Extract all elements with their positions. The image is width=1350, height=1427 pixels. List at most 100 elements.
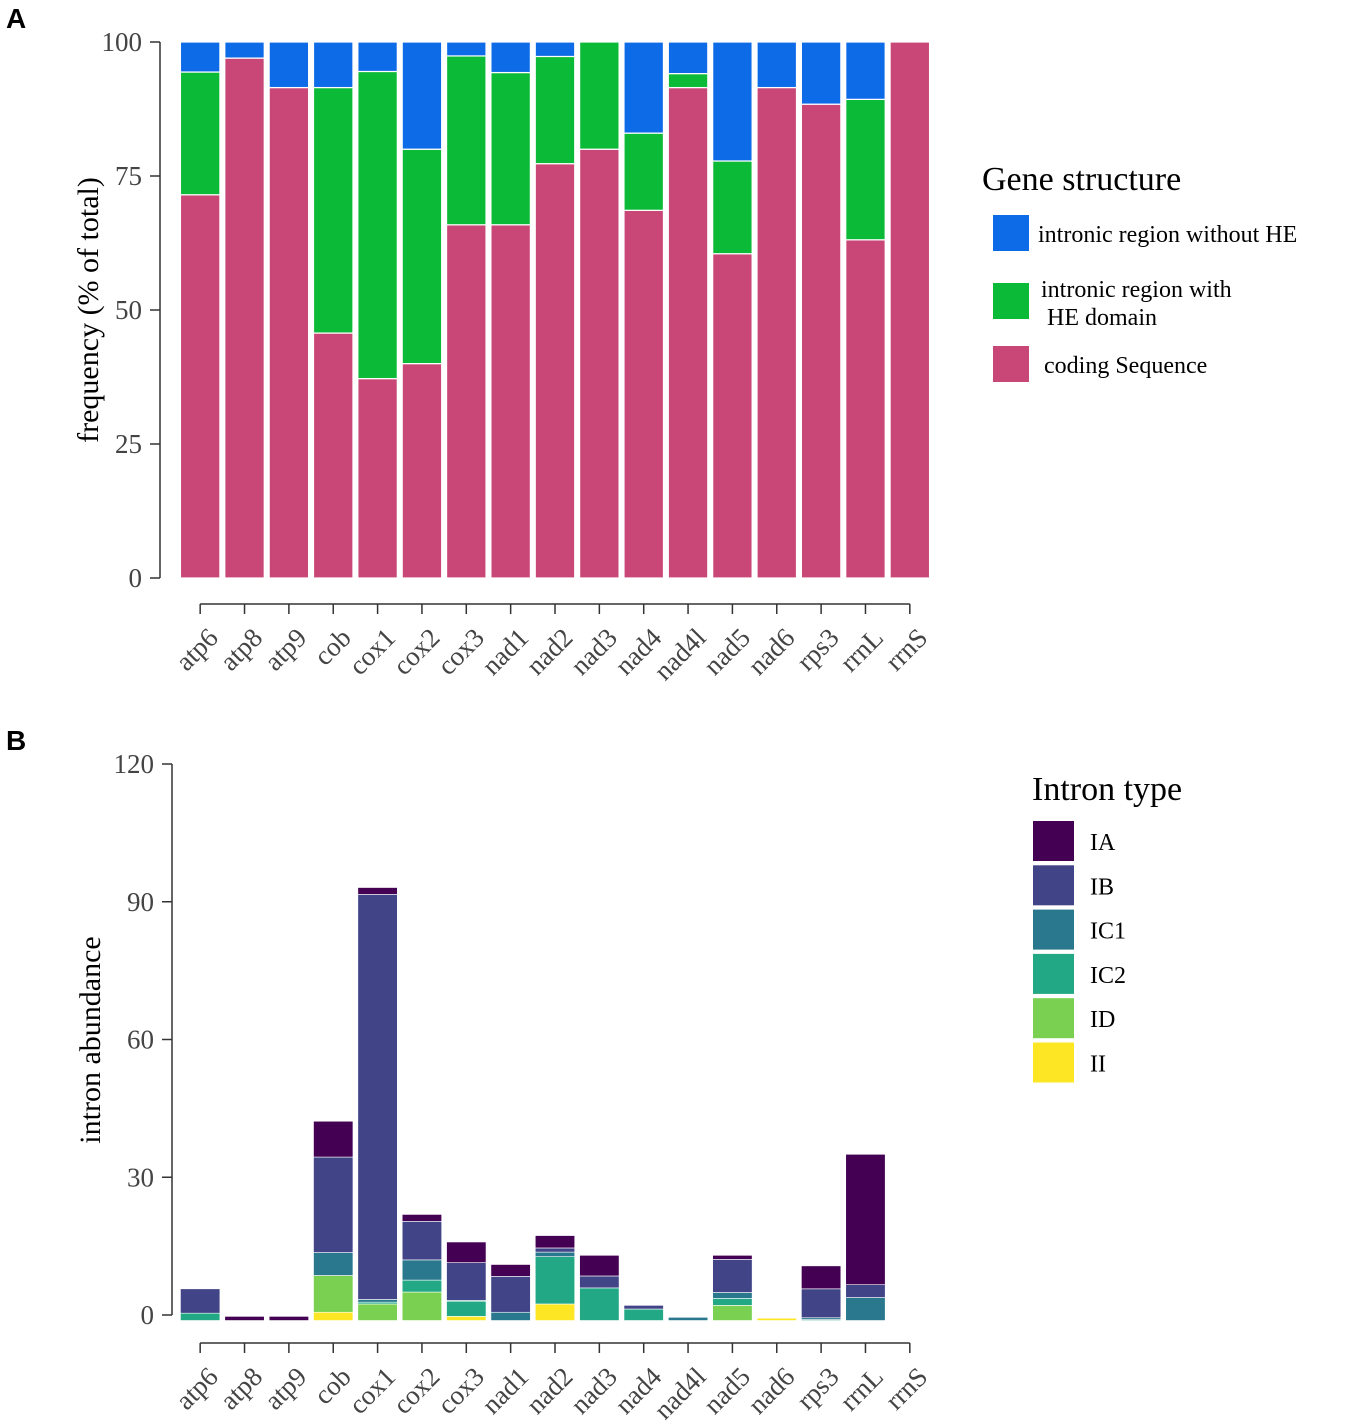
bar-b-rps3-ia [801,1265,842,1290]
bar-a-rps3-coding-sequence [800,103,842,579]
bar-a-nad5-intronic-region-without-he [712,41,753,162]
x-tick-label-nad2: nad2 [520,622,578,680]
y-tick-label: 0 [129,563,143,593]
legend-a-label-2: coding Sequence [1044,353,1207,379]
x-tick-label-atp6: atp6 [170,622,224,676]
legend-b-swatch-ic1 [1033,909,1074,950]
bar-a-cox3-coding-sequence [445,224,487,579]
legend-b-label-ic1: IC1 [1090,919,1126,945]
x-tick-label-rps3: rps3 [791,622,845,676]
bar-b-nad3-ib [579,1275,620,1289]
bar-b-atp8-ia [224,1316,265,1321]
x-tick-label-nad3: nad3 [565,622,623,680]
x-tick-label-nad1: nad1 [476,622,534,680]
y-tick-label: 50 [115,295,142,325]
x-tick-label-nad6: nad6 [742,1361,800,1419]
bar-b-cox1-ia [357,887,398,895]
bar-a-nad4l-coding-sequence [667,86,709,579]
bar-a-nad2-coding-sequence [534,163,576,579]
bar-b-cox2-ib [401,1221,442,1261]
x-tick-label-rrnL: rrnL [834,1361,889,1416]
bar-b-nad5-ic1 [712,1292,753,1299]
bar-b-cox3-ic2 [446,1300,487,1317]
x-tick-label-cox3: cox3 [432,1361,490,1419]
bar-a-nad3-coding-sequence [579,148,620,579]
bar-a-rps3-intronic-region-without-he [800,41,842,105]
bar-a-atp6-coding-sequence [179,194,221,579]
bar-a-cox1-coding-sequence [357,378,398,579]
x-tick-label-atp6: atp6 [170,1361,224,1415]
panel-a-legend-title: Gene structure [982,161,1181,198]
bar-b-cob-id [313,1275,354,1313]
bar-b-cob-ia [313,1120,354,1158]
bar-b-cob-ii [313,1311,354,1321]
panel-label-a: A [6,3,26,34]
bar-a-cox2-intronic-region-with-he-domain [401,148,443,365]
bar-b-cox1-ic1 [357,1299,398,1303]
x-tick-label-nad2: nad2 [520,1361,578,1419]
bar-a-cox1-intronic-region-with-he-domain [357,70,398,380]
y-tick-label: 25 [115,429,142,459]
bar-a-cob-coding-sequence [312,332,354,579]
panel-a-x-axis: atp6atp8atp9cobcox1cox2cox3nad1nad2nad3n… [170,603,933,686]
bar-b-atp6-ib [180,1288,221,1314]
x-tick-label-rrnS: rrnS [879,622,933,676]
legend-b-swatch-ia [1033,821,1074,861]
bar-a-rrnL-coding-sequence [845,239,886,579]
bar-a-nad4l-intronic-region-with-he-domain [667,73,709,89]
x-tick-label-rrnS: rrnS [879,1361,933,1415]
bar-b-rrnL-ic1 [845,1297,886,1321]
bar-b-nad4-ib [623,1305,664,1310]
panel-b-legend-title: Intron type [1032,771,1182,808]
x-tick-label-rrnL: rrnL [834,622,889,677]
y-tick-label: 75 [115,161,142,191]
bar-a-cox3-intronic-region-with-he-domain [445,55,487,226]
bar-b-cox3-ii [446,1316,487,1321]
x-tick-label-nad5: nad5 [698,622,756,680]
bar-a-nad5-intronic-region-with-he-domain [712,160,753,255]
bar-b-cox2-ic2 [401,1279,442,1293]
bar-a-cob-intronic-region-without-he [312,41,354,89]
y-tick-label: 0 [141,1300,155,1330]
panel-a-bars [179,41,931,579]
legend-b-label-ia: IA [1090,830,1116,856]
bar-b-cox1-id [357,1303,398,1321]
bar-b-cox3-ia [446,1241,487,1263]
bar-b-nad2-ic1 [534,1251,576,1257]
panel-b-y-axis-title: intron abundance [74,936,107,1143]
bar-a-cox3-intronic-region-without-he [445,41,487,57]
bar-b-nad2-ii [534,1303,576,1321]
bar-b-cob-ib [313,1156,354,1253]
bar-b-cox2-ic1 [401,1259,442,1281]
x-tick-label-nad6: nad6 [742,622,800,680]
bar-b-cox2-id [401,1291,442,1321]
bar-a-nad5-coding-sequence [712,253,753,579]
x-tick-label-cox2: cox2 [387,1361,445,1419]
y-tick-label: 90 [127,887,154,917]
bar-a-atp9-intronic-region-without-he [268,41,310,89]
legend-b-swatch-id [1033,998,1074,1039]
bar-a-nad2-intronic-region-without-he [534,41,576,58]
x-tick-label-cox1: cox1 [343,1361,401,1419]
bar-a-nad4-intronic-region-without-he [623,41,665,134]
legend-a-swatch-2 [993,346,1029,382]
bar-b-atp9-ia [268,1316,309,1321]
bar-a-nad1-coding-sequence [490,224,531,579]
legend-b-swatch-ic2 [1033,953,1074,994]
legend-a-label-1: intronic region with [1041,277,1232,303]
x-tick-label-nad1: nad1 [476,1361,534,1419]
panel-b-x-axis: atp6atp8atp9cobcox1cox2cox3nad1nad2nad3n… [170,1342,933,1425]
x-tick-label-cox1: cox1 [343,622,401,680]
bar-a-cox2-coding-sequence [401,363,443,579]
legend-b-label-ib: IB [1090,874,1114,900]
bar-b-atp6-ic2 [180,1312,221,1321]
bar-b-rrnL-ia [845,1153,886,1285]
bar-b-nad5-ic2 [712,1298,753,1306]
x-tick-label-nad3: nad3 [565,1361,623,1419]
x-tick-label-atp8: atp8 [214,1361,268,1415]
legend-a-swatch-0 [993,215,1029,251]
bar-a-atp6-intronic-region-without-he [179,41,221,73]
legend-b-label-id: ID [1090,1007,1115,1033]
y-tick-label: 120 [114,749,155,779]
